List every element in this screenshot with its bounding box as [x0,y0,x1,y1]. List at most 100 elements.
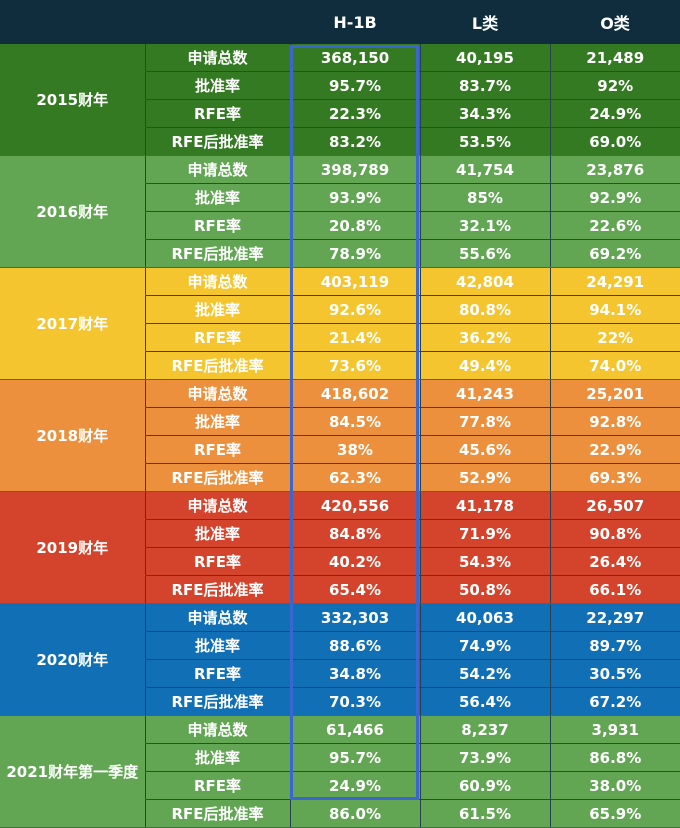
table-row: 批准率 93.9% 85% 92.9% [0,183,680,212]
year-label: 2017财年 [0,267,145,380]
h1b-value: 40.2% [289,547,420,576]
l-value: 73.9% [419,743,550,772]
h1b-value: 368,150 [289,44,420,72]
o-value: 25,201 [549,379,680,408]
l-value: 40,063 [419,603,550,632]
l-value: 74.9% [419,631,550,660]
group-fy2021-q1: 2021财年第一季度 申请总数 61,466 8,237 3,931 批准率 9… [0,715,680,828]
table-row: RFE后批准率 78.9% 55.6% 69.2% [0,239,680,268]
o-value: 92% [549,71,680,100]
table-row: RFE率 34.8% 54.2% 30.5% [0,659,680,688]
table-row: 批准率 88.6% 74.9% 89.7% [0,631,680,660]
o-value: 86.8% [549,743,680,772]
l-value: 54.3% [419,547,550,576]
header-row: H-1B L类 O类 [0,0,680,44]
table-row: 批准率 95.7% 73.9% 86.8% [0,743,680,772]
group-fy2018: 2018财年 申请总数 418,602 41,243 25,201 批准率 84… [0,379,680,492]
h1b-value: 88.6% [289,631,420,660]
l-value: 45.6% [419,435,550,464]
metric-label: 批准率 [144,183,290,212]
o-value: 24,291 [549,267,680,296]
o-value: 3,931 [549,715,680,744]
o-value: 89.7% [549,631,680,660]
o-value: 23,876 [549,155,680,184]
o-value: 90.8% [549,519,680,548]
metric-label: RFE率 [144,659,290,688]
metric-label: 申请总数 [144,491,290,520]
h1b-value: 332,303 [289,603,420,632]
metric-label: RFE后批准率 [144,575,290,604]
table-row: 2019财年 申请总数 420,556 41,178 26,507 [0,491,680,604]
h1b-value: 420,556 [289,491,420,520]
table-row: RFE率 22.3% 34.3% 24.9% [0,99,680,128]
h1b-value: 24.9% [289,771,420,800]
metric-label: RFE率 [144,99,290,128]
group-fy2016: 2016财年 申请总数 398,789 41,754 23,876 批准率 93… [0,155,680,268]
l-value: 50.8% [419,575,550,604]
metric-label: 批准率 [144,631,290,660]
h1b-value: 83.2% [289,127,420,156]
l-value: 41,754 [419,155,550,184]
l-value: 49.4% [419,351,550,380]
group-fy2015: 2015财年 申请总数 368,150 40,195 21,489 批准率 95… [0,44,680,156]
year-label: 2016财年 [0,155,145,268]
header-h1b: H-1B [290,0,420,44]
header-o-visa: O类 [550,0,680,44]
h1b-value: 403,119 [289,267,420,296]
group-fy2017: 2017财年 申请总数 403,119 42,804 24,291 批准率 92… [0,267,680,380]
table-row: 2015财年 申请总数 368,150 40,195 21,489 [0,44,680,156]
year-label: 2020财年 [0,603,145,716]
l-value: 52.9% [419,463,550,492]
table-row: 2020财年 申请总数 332,303 40,063 22,297 [0,603,680,716]
table-row: RFE后批准率 62.3% 52.9% 69.3% [0,463,680,492]
table-row: 2016财年 申请总数 398,789 41,754 23,876 [0,155,680,268]
year-label: 2015财年 [0,44,145,156]
h1b-value: 78.9% [289,239,420,268]
o-value: 21,489 [549,44,680,72]
o-value: 66.1% [549,575,680,604]
metric-label: 申请总数 [144,44,290,72]
o-value: 69.0% [549,127,680,156]
h1b-value: 34.8% [289,659,420,688]
table-row: 批准率 95.7% 83.7% 92% [0,71,680,100]
table-row: 批准率 92.6% 80.8% 94.1% [0,295,680,324]
group-fy2020: 2020财年 申请总数 332,303 40,063 22,297 批准率 88… [0,603,680,716]
metric-label: RFE后批准率 [144,239,290,268]
o-value: 24.9% [549,99,680,128]
l-value: 8,237 [419,715,550,744]
year-label: 2019财年 [0,491,145,604]
table-row: RFE后批准率 70.3% 56.4% 67.2% [0,687,680,716]
h1b-value: 65.4% [289,575,420,604]
metric-label: 批准率 [144,295,290,324]
header-metric-cell [145,0,290,44]
l-value: 40,195 [419,44,550,72]
header-l-visa: L类 [420,0,550,44]
table-row: RFE率 40.2% 54.3% 26.4% [0,547,680,576]
h1b-value: 21.4% [289,323,420,352]
l-value: 77.8% [419,407,550,436]
o-value: 74.0% [549,351,680,380]
year-label: 2018财年 [0,379,145,492]
table-row: 2018财年 申请总数 418,602 41,243 25,201 [0,379,680,492]
table-row: 2017财年 申请总数 403,119 42,804 24,291 [0,267,680,380]
o-value: 22.9% [549,435,680,464]
metric-label: 申请总数 [144,155,290,184]
metric-label: 申请总数 [144,715,290,744]
o-value: 92.8% [549,407,680,436]
o-value: 30.5% [549,659,680,688]
table-row: 批准率 84.5% 77.8% 92.8% [0,407,680,436]
l-value: 41,243 [419,379,550,408]
metric-label: 批准率 [144,407,290,436]
metric-label: 申请总数 [144,267,290,296]
h1b-value: 92.6% [289,295,420,324]
metric-label: 申请总数 [144,379,290,408]
table-row: RFE后批准率 73.6% 49.4% 74.0% [0,351,680,380]
h1b-value: 22.3% [289,99,420,128]
o-value: 22,297 [549,603,680,632]
o-value: 22.6% [549,211,680,240]
l-value: 41,178 [419,491,550,520]
h1b-value: 73.6% [289,351,420,380]
year-label: 2021财年第一季度 [0,715,145,828]
o-value: 26,507 [549,491,680,520]
metric-label: RFE后批准率 [144,127,290,156]
